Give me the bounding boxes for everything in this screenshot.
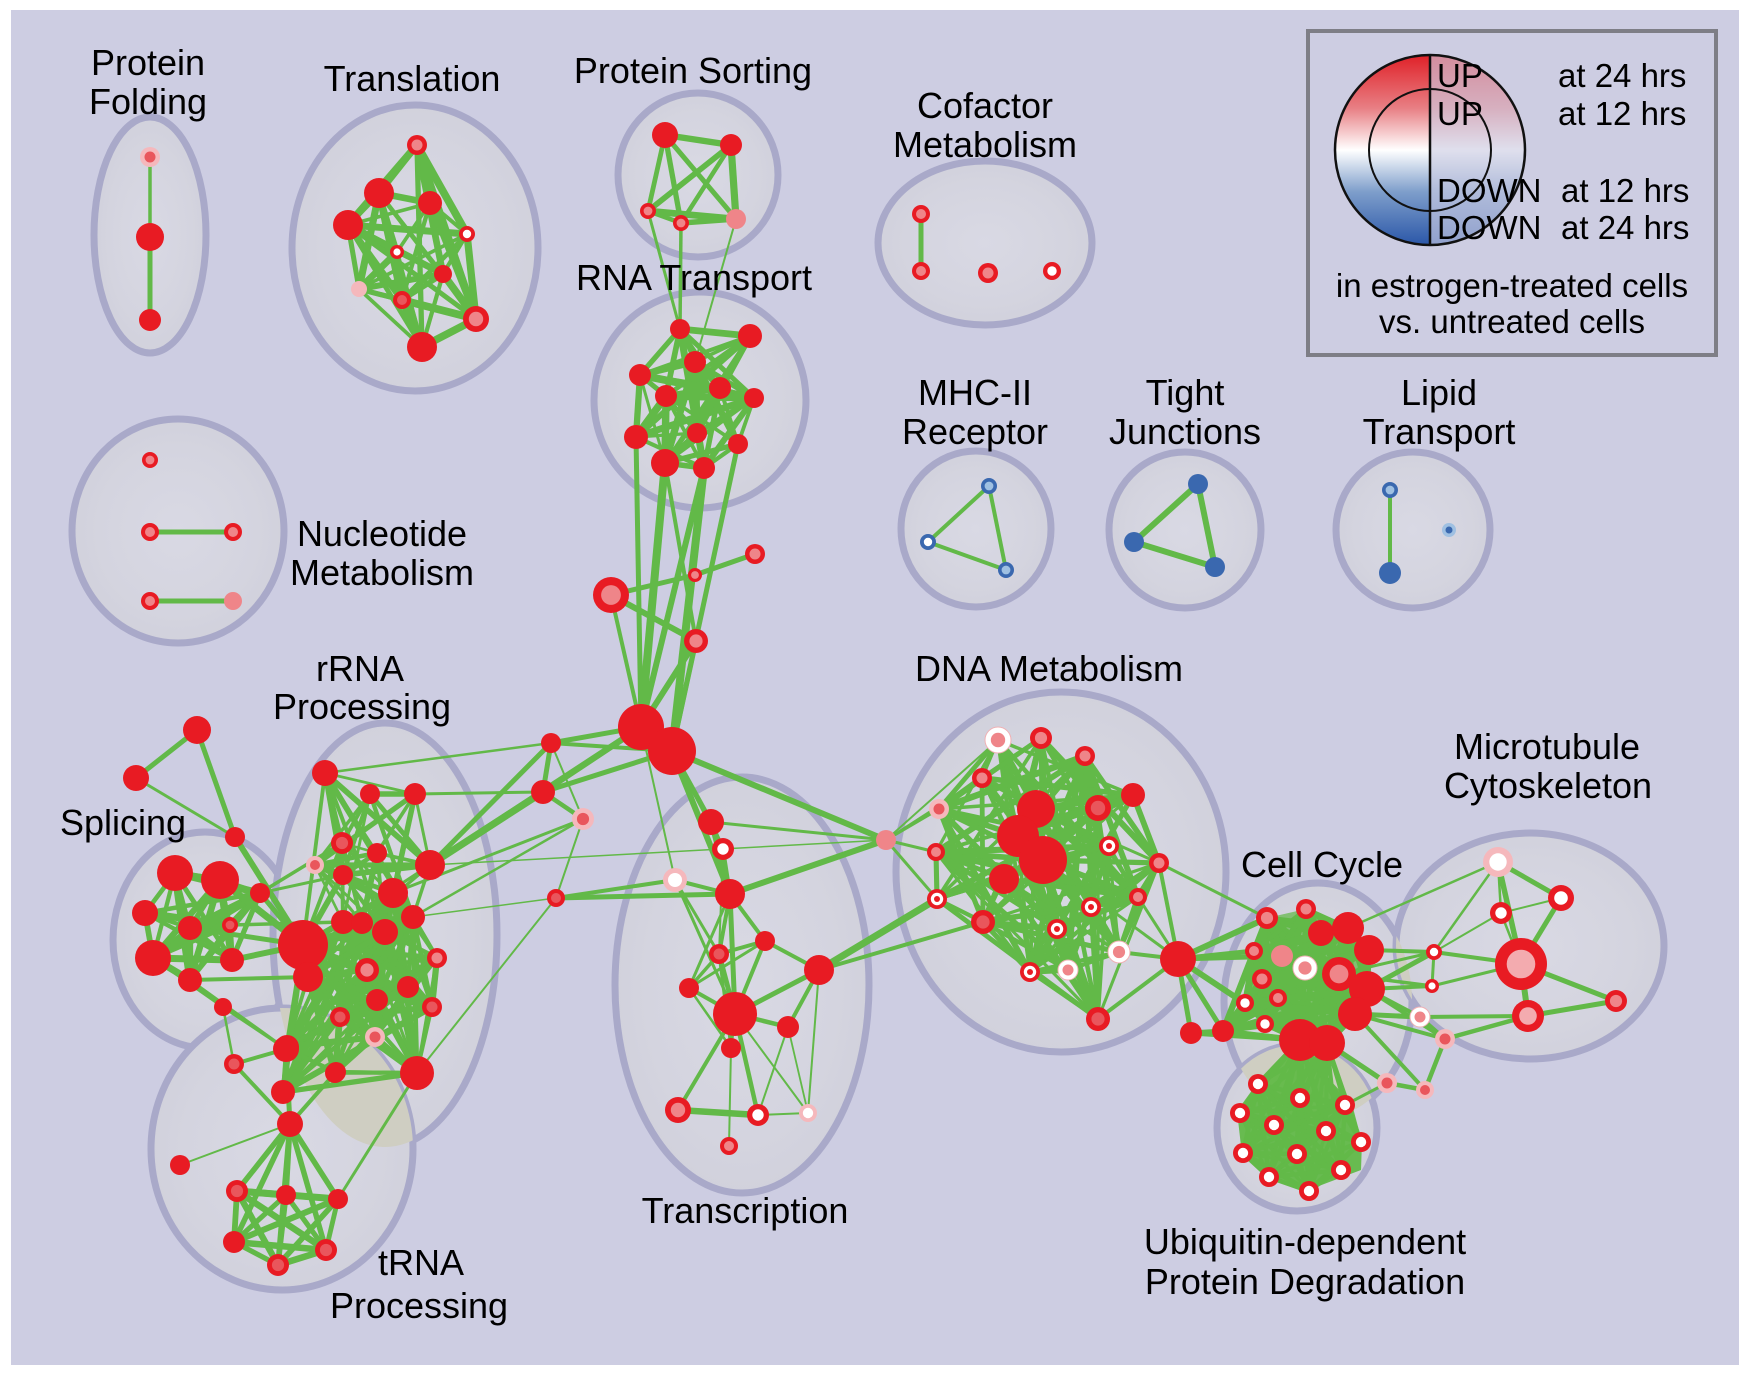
svg-text:Folding: Folding bbox=[89, 81, 207, 122]
svg-text:tRNA: tRNA bbox=[378, 1242, 464, 1283]
svg-text:Processing: Processing bbox=[330, 1285, 508, 1326]
svg-text:Cell Cycle: Cell Cycle bbox=[1241, 844, 1403, 885]
svg-text:RNA Transport: RNA Transport bbox=[576, 257, 812, 298]
svg-text:Ubiquitin-dependent: Ubiquitin-dependent bbox=[1144, 1221, 1466, 1262]
svg-text:vs. untreated cells: vs. untreated cells bbox=[1379, 303, 1645, 340]
svg-text:Transport: Transport bbox=[1363, 411, 1516, 452]
svg-text:Nucleotide: Nucleotide bbox=[297, 513, 467, 554]
svg-text:Cofactor: Cofactor bbox=[917, 85, 1053, 126]
svg-text:DOWN: DOWN bbox=[1437, 209, 1541, 246]
svg-text:Junctions: Junctions bbox=[1109, 411, 1261, 452]
svg-text:at 12 hrs: at 12 hrs bbox=[1561, 172, 1689, 209]
svg-text:Protein: Protein bbox=[91, 42, 205, 83]
svg-text:in estrogen-treated cells: in estrogen-treated cells bbox=[1336, 267, 1688, 304]
svg-text:Receptor: Receptor bbox=[902, 411, 1048, 452]
svg-text:Transcription: Transcription bbox=[642, 1190, 849, 1231]
svg-text:Tight: Tight bbox=[1146, 372, 1225, 413]
svg-text:Protein Degradation: Protein Degradation bbox=[1145, 1261, 1465, 1302]
svg-text:Protein Sorting: Protein Sorting bbox=[574, 50, 812, 91]
svg-text:UP: UP bbox=[1437, 95, 1483, 132]
svg-text:Metabolism: Metabolism bbox=[893, 124, 1077, 165]
svg-text:Processing: Processing bbox=[273, 686, 451, 727]
svg-text:at 12 hrs: at 12 hrs bbox=[1558, 95, 1686, 132]
svg-text:Metabolism: Metabolism bbox=[290, 552, 474, 593]
svg-text:DOWN: DOWN bbox=[1437, 172, 1541, 209]
svg-text:at 24 hrs: at 24 hrs bbox=[1558, 57, 1686, 94]
svg-text:DNA Metabolism: DNA Metabolism bbox=[915, 648, 1183, 689]
svg-text:Translation: Translation bbox=[324, 58, 501, 99]
svg-text:Microtubule: Microtubule bbox=[1454, 726, 1640, 767]
svg-text:UP: UP bbox=[1437, 57, 1483, 94]
svg-text:at 24 hrs: at 24 hrs bbox=[1561, 209, 1689, 246]
svg-text:Cytoskeleton: Cytoskeleton bbox=[1444, 765, 1652, 806]
svg-text:Splicing: Splicing bbox=[60, 802, 186, 843]
svg-text:MHC-II: MHC-II bbox=[918, 372, 1032, 413]
svg-text:rRNA: rRNA bbox=[316, 648, 404, 689]
svg-text:Lipid: Lipid bbox=[1401, 372, 1477, 413]
